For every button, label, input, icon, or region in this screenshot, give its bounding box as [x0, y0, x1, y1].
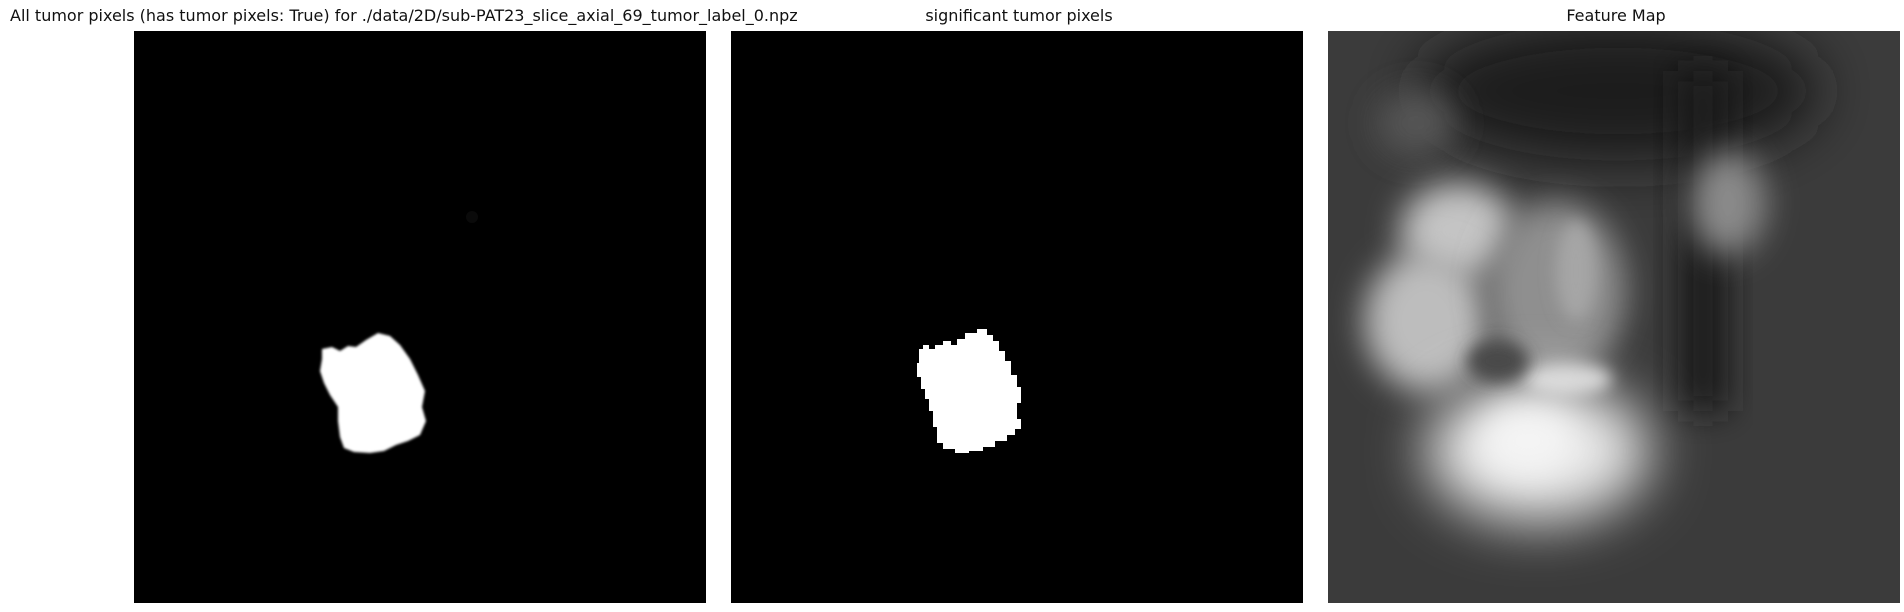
- panel-title-all-tumor-pixels: All tumor pixels (has tumor pixels: True…: [10, 6, 798, 25]
- all-tumor-pixels-image: [134, 31, 706, 603]
- panel-title-significant-tumor-pixels: significant tumor pixels: [925, 6, 1113, 25]
- tumor-blob-significant: [917, 329, 1021, 453]
- feature-map-image: [1328, 31, 1900, 603]
- tumor-blob: [320, 333, 426, 453]
- panel-title-feature-map: Feature Map: [1566, 6, 1666, 25]
- significant-tumor-pixels-image: [731, 31, 1303, 603]
